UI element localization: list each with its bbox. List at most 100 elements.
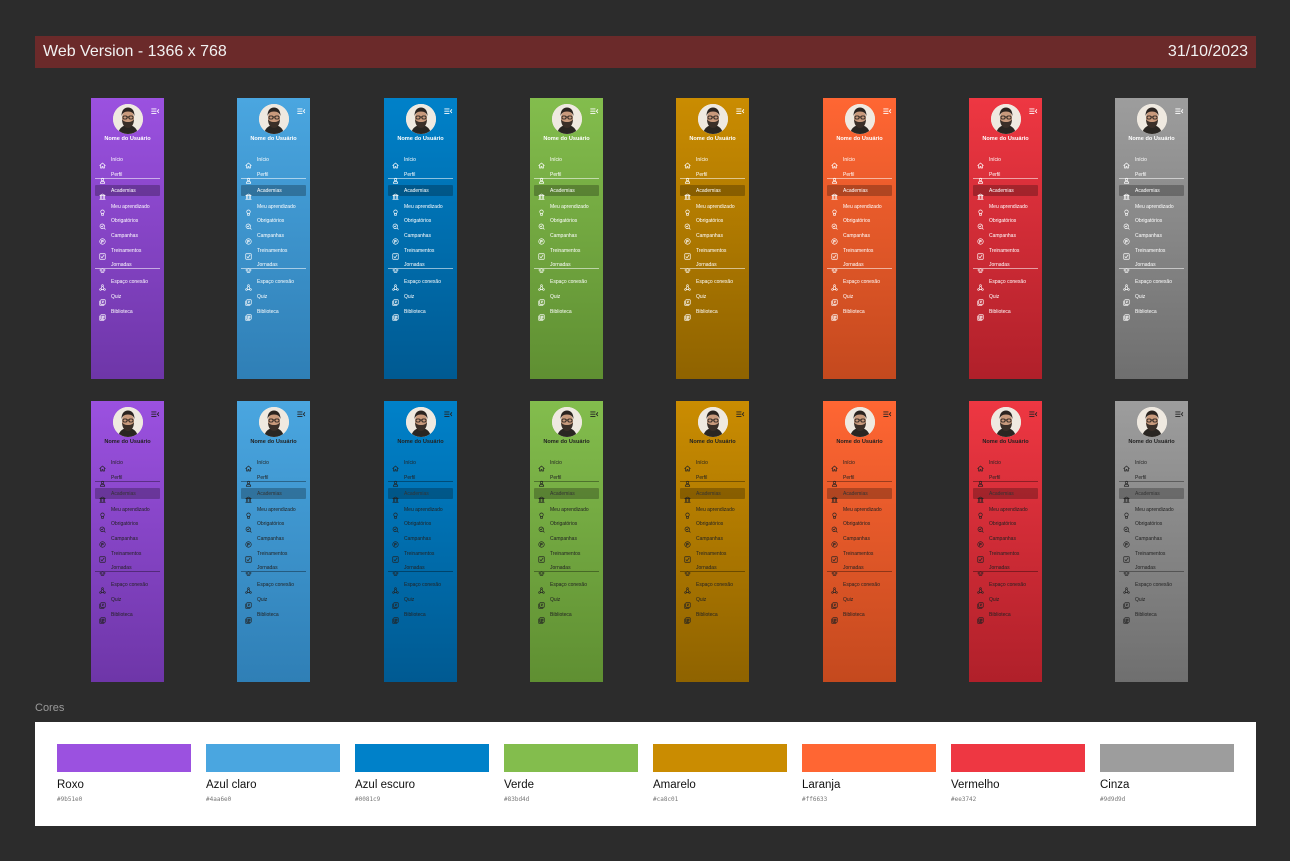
sidebar-item[interactable]: Jornadas <box>1119 259 1184 273</box>
sidebar-item[interactable]: Academias <box>827 185 892 200</box>
sidebar-item[interactable]: Obrigatórios <box>388 215 453 230</box>
sidebar-item[interactable]: Treinamentos <box>973 245 1038 260</box>
sidebar-item[interactable]: Quiz <box>95 594 160 609</box>
sidebar-item[interactable]: Jornadas <box>241 259 306 273</box>
sidebar-item[interactable]: Quiz <box>827 594 892 609</box>
sidebar-item[interactable]: Campanhas <box>534 533 599 548</box>
sidebar-item[interactable]: Meu aprendizado <box>95 201 160 216</box>
sidebar-item[interactable]: Perfil <box>95 472 160 487</box>
collapse-menu-icon[interactable] <box>297 103 306 114</box>
sidebar-item[interactable]: Jornadas <box>241 562 306 576</box>
sidebar-item[interactable]: Campanhas <box>973 230 1038 245</box>
sidebar-item[interactable]: Biblioteca <box>680 609 745 624</box>
sidebar-item[interactable]: Meu aprendizado <box>534 201 599 216</box>
sidebar-item[interactable]: Biblioteca <box>973 306 1038 321</box>
sidebar-item[interactable]: Meu aprendizado <box>827 504 892 519</box>
sidebar-item[interactable]: Jornadas <box>973 259 1038 273</box>
sidebar-item[interactable]: Início <box>680 154 745 169</box>
sidebar-item[interactable]: Espaço conexão <box>973 276 1038 291</box>
collapse-menu-icon[interactable] <box>883 406 892 417</box>
sidebar-item[interactable]: Espaço conexão <box>534 579 599 594</box>
sidebar-item[interactable]: Jornadas <box>973 562 1038 576</box>
sidebar-item[interactable]: Treinamentos <box>680 548 745 563</box>
sidebar-item[interactable]: Biblioteca <box>388 306 453 321</box>
sidebar-item[interactable]: Meu aprendizado <box>388 504 453 519</box>
collapse-menu-icon[interactable] <box>590 406 599 417</box>
sidebar-item[interactable]: Campanhas <box>95 230 160 245</box>
sidebar-item[interactable]: Início <box>95 457 160 472</box>
sidebar-item[interactable]: Início <box>388 154 453 169</box>
collapse-menu-icon[interactable] <box>1029 406 1038 417</box>
collapse-menu-icon[interactable] <box>1175 406 1184 417</box>
sidebar-item[interactable]: Jornadas <box>95 562 160 576</box>
sidebar-item[interactable]: Biblioteca <box>1119 306 1184 321</box>
sidebar-item[interactable]: Jornadas <box>680 259 745 273</box>
sidebar-item[interactable]: Quiz <box>827 291 892 306</box>
sidebar-item[interactable]: Quiz <box>241 594 306 609</box>
sidebar-item[interactable]: Início <box>827 154 892 169</box>
sidebar-item[interactable]: Academias <box>973 488 1038 503</box>
sidebar-item[interactable]: Meu aprendizado <box>680 201 745 216</box>
sidebar-item[interactable]: Biblioteca <box>827 609 892 624</box>
sidebar-item[interactable]: Treinamentos <box>534 548 599 563</box>
sidebar-item[interactable]: Academias <box>973 185 1038 200</box>
sidebar-item[interactable]: Treinamentos <box>973 548 1038 563</box>
sidebar-item[interactable]: Campanhas <box>827 230 892 245</box>
sidebar-item[interactable]: Academias <box>95 185 160 200</box>
sidebar-item[interactable]: Academias <box>680 488 745 503</box>
sidebar-item[interactable]: Campanhas <box>1119 533 1184 548</box>
sidebar-item[interactable]: Início <box>534 457 599 472</box>
sidebar-item[interactable]: Espaço conexão <box>388 579 453 594</box>
sidebar-item[interactable]: Espaço conexão <box>388 276 453 291</box>
sidebar-item[interactable]: Espaço conexão <box>827 276 892 291</box>
sidebar-item[interactable]: Meu aprendizado <box>241 201 306 216</box>
collapse-menu-icon[interactable] <box>297 406 306 417</box>
collapse-menu-icon[interactable] <box>736 406 745 417</box>
sidebar-item[interactable]: Treinamentos <box>827 245 892 260</box>
sidebar-item[interactable]: Treinamentos <box>388 245 453 260</box>
sidebar-item[interactable]: Treinamentos <box>827 548 892 563</box>
sidebar-item[interactable]: Espaço conexão <box>241 579 306 594</box>
sidebar-item[interactable]: Jornadas <box>680 562 745 576</box>
sidebar-item[interactable]: Biblioteca <box>973 609 1038 624</box>
sidebar-item[interactable]: Obrigatórios <box>534 518 599 533</box>
sidebar-item[interactable]: Biblioteca <box>1119 609 1184 624</box>
sidebar-item[interactable]: Perfil <box>534 472 599 487</box>
sidebar-item[interactable]: Quiz <box>534 291 599 306</box>
sidebar-item[interactable]: Início <box>534 154 599 169</box>
sidebar-item[interactable]: Quiz <box>388 291 453 306</box>
sidebar-item[interactable]: Espaço conexão <box>241 276 306 291</box>
sidebar-item[interactable]: Espaço conexão <box>680 579 745 594</box>
sidebar-item[interactable]: Perfil <box>241 169 306 184</box>
sidebar-item[interactable]: Academias <box>827 488 892 503</box>
sidebar-item[interactable]: Quiz <box>973 291 1038 306</box>
sidebar-item[interactable]: Espaço conexão <box>95 579 160 594</box>
sidebar-item[interactable]: Perfil <box>973 169 1038 184</box>
sidebar-item[interactable]: Espaço conexão <box>1119 276 1184 291</box>
sidebar-item[interactable]: Espaço conexão <box>1119 579 1184 594</box>
sidebar-item[interactable]: Meu aprendizado <box>388 201 453 216</box>
sidebar-item[interactable]: Perfil <box>95 169 160 184</box>
sidebar-item[interactable]: Biblioteca <box>534 306 599 321</box>
sidebar-item[interactable]: Quiz <box>1119 291 1184 306</box>
sidebar-item[interactable]: Obrigatórios <box>1119 215 1184 230</box>
sidebar-item[interactable]: Quiz <box>95 291 160 306</box>
sidebar-item[interactable]: Academias <box>388 488 453 503</box>
sidebar-item[interactable]: Biblioteca <box>827 306 892 321</box>
sidebar-item[interactable]: Meu aprendizado <box>973 201 1038 216</box>
sidebar-item[interactable]: Início <box>680 457 745 472</box>
sidebar-item[interactable]: Meu aprendizado <box>973 504 1038 519</box>
sidebar-item[interactable]: Treinamentos <box>388 548 453 563</box>
sidebar-item[interactable]: Treinamentos <box>534 245 599 260</box>
sidebar-item[interactable]: Jornadas <box>95 259 160 273</box>
sidebar-item[interactable]: Obrigatórios <box>973 215 1038 230</box>
collapse-menu-icon[interactable] <box>590 103 599 114</box>
sidebar-item[interactable]: Perfil <box>1119 472 1184 487</box>
collapse-menu-icon[interactable] <box>151 406 160 417</box>
sidebar-item[interactable]: Perfil <box>827 169 892 184</box>
collapse-menu-icon[interactable] <box>736 103 745 114</box>
sidebar-item[interactable]: Espaço conexão <box>973 579 1038 594</box>
sidebar-item[interactable]: Biblioteca <box>95 609 160 624</box>
sidebar-item[interactable]: Obrigatórios <box>95 215 160 230</box>
sidebar-item[interactable]: Obrigatórios <box>241 215 306 230</box>
